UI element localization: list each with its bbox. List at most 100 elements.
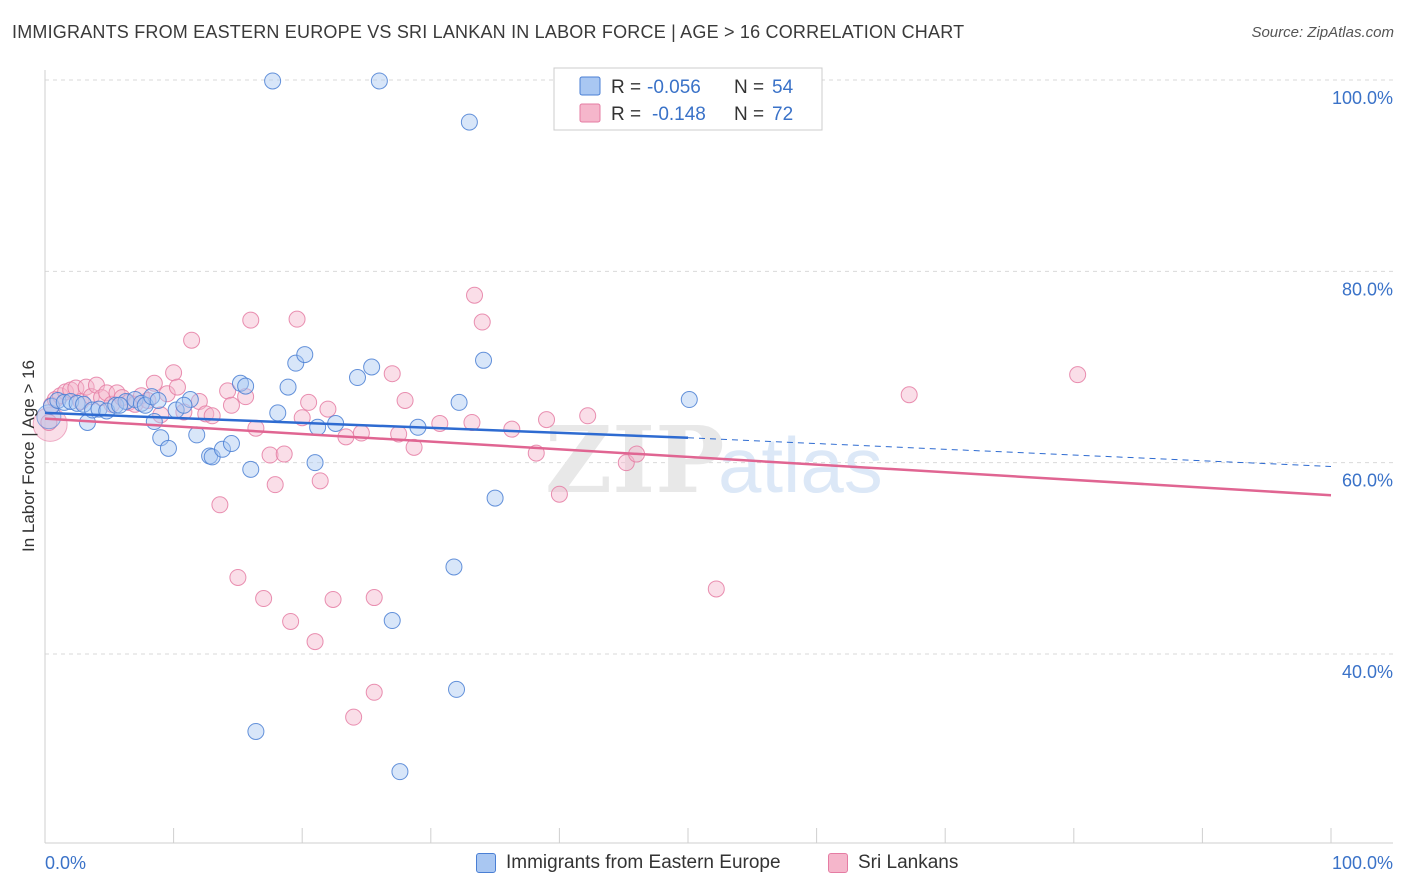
- data-point: [149, 391, 167, 409]
- stats-swatch-blue: [579, 76, 601, 96]
- data-point: [229, 568, 247, 586]
- data-point: [306, 454, 324, 472]
- legend-swatch-blue: [476, 853, 496, 873]
- data-point: [306, 633, 324, 651]
- bottom-legend: Immigrants from Eastern Europe Sri Lanka…: [0, 852, 1406, 878]
- data-point: [680, 391, 698, 409]
- data-point: [68, 394, 86, 412]
- data-point: [300, 393, 318, 411]
- stats-r-value-pink: -0.148: [652, 104, 706, 125]
- data-point: [242, 311, 260, 329]
- gridlines: [45, 79, 1393, 655]
- data-point: [365, 683, 383, 701]
- points-blue: [36, 72, 698, 781]
- trendline-pink: [44, 417, 1332, 497]
- watermark-atlas: atlas: [718, 421, 883, 509]
- trendline-blue: [44, 411, 689, 440]
- points-pink: [32, 286, 1087, 726]
- data-point: [383, 365, 401, 383]
- trendline-blue-extension: [687, 437, 1332, 467]
- data-point: [222, 396, 240, 414]
- data-point: [219, 382, 237, 400]
- legend-item-eastern-europe: Immigrants from Eastern Europe: [476, 852, 781, 874]
- data-point: [107, 396, 125, 414]
- data-point: [550, 485, 568, 503]
- data-point: [275, 445, 293, 463]
- data-point: [475, 351, 493, 369]
- data-point: [203, 407, 221, 425]
- data-point: [363, 358, 381, 376]
- data-point: [311, 472, 329, 490]
- data-point: [288, 310, 306, 328]
- data-point: [370, 72, 388, 90]
- data-point: [75, 395, 93, 413]
- data-point: [247, 722, 265, 740]
- stats-n-value-pink: 72: [772, 104, 793, 125]
- data-point: [269, 404, 287, 422]
- data-point: [365, 589, 383, 607]
- axes: [44, 70, 1393, 844]
- data-point: [32, 406, 68, 442]
- tick-labels: 40.0% 60.0% 80.0% 100.0% 0.0% 100.0%: [45, 88, 1393, 873]
- data-point: [466, 286, 484, 304]
- x-tick-label: 0.0%: [45, 853, 86, 873]
- data-point: [266, 476, 284, 494]
- data-point: [152, 406, 170, 424]
- data-point: [36, 404, 62, 430]
- data-point: [579, 407, 597, 425]
- data-point: [473, 313, 491, 331]
- data-point: [247, 419, 265, 437]
- data-point: [296, 346, 314, 364]
- data-point: [188, 426, 206, 444]
- stats-r-label-blue: R =: [611, 77, 641, 98]
- data-point: [136, 396, 154, 414]
- legend-swatch-pink: [828, 853, 848, 873]
- data-point: [486, 489, 504, 507]
- stats-legend: R = -0.056 N = 54 R = -0.148 N = 72: [553, 67, 823, 131]
- data-point: [159, 439, 177, 457]
- watermark: ZIP atlas: [545, 406, 883, 514]
- data-point: [309, 418, 327, 436]
- data-point: [165, 364, 183, 382]
- data-point: [242, 460, 260, 478]
- data-point: [287, 354, 305, 372]
- data-point: [503, 420, 521, 438]
- data-point: [62, 392, 80, 410]
- x-tick-label: 100.0%: [1332, 853, 1393, 873]
- data-point: [175, 396, 193, 414]
- data-point: [264, 72, 282, 90]
- data-point: [111, 396, 129, 414]
- data-point: [450, 393, 468, 411]
- data-point: [445, 558, 463, 576]
- stats-n-label-pink: N =: [734, 104, 764, 125]
- data-point: [55, 393, 73, 411]
- data-point: [324, 590, 342, 608]
- data-point: [168, 378, 186, 396]
- y-tick-label: 40.0%: [1342, 662, 1393, 682]
- data-point: [538, 411, 556, 429]
- data-point: [460, 113, 478, 131]
- stats-r-value-blue: -0.056: [647, 77, 701, 98]
- data-point: [261, 446, 279, 464]
- data-point: [181, 391, 199, 409]
- data-point: [900, 386, 918, 404]
- data-point: [1069, 366, 1087, 384]
- trendlines: [44, 411, 1332, 497]
- data-point: [231, 374, 249, 392]
- stats-r-label-pink: R =: [611, 104, 641, 125]
- stats-n-value-blue: 54: [772, 77, 794, 98]
- data-point: [405, 438, 423, 456]
- data-point: [183, 331, 201, 349]
- data-point: [77, 378, 95, 396]
- legend-label-eastern-europe: Immigrants from Eastern Europe: [506, 852, 781, 873]
- data-point: [396, 391, 414, 409]
- y-tick-label: 100.0%: [1332, 88, 1393, 108]
- y-tick-label: 80.0%: [1342, 279, 1393, 299]
- watermark-zip: ZIP: [545, 406, 724, 514]
- data-point: [108, 384, 126, 402]
- y-tick-label: 60.0%: [1342, 471, 1393, 491]
- data-point: [145, 374, 163, 392]
- data-point: [391, 763, 409, 781]
- data-point: [383, 612, 401, 630]
